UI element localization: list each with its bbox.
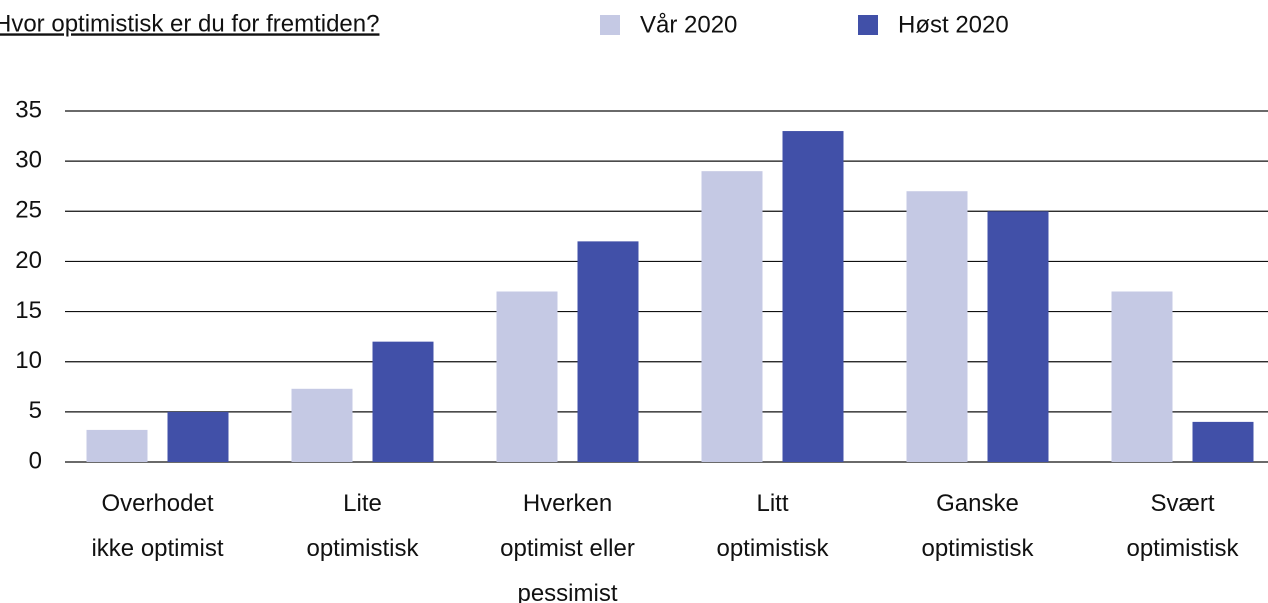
x-tick-label-line: Hverken (523, 490, 612, 517)
x-tick-label-line: Lite (343, 490, 382, 517)
x-tick-label: Overhodet ikke optimist (91, 490, 223, 562)
y-tick-label: 20 (15, 247, 42, 274)
x-tick-label-line: optimistisk (1126, 535, 1239, 562)
y-tick-label: 5 (29, 397, 42, 424)
legend-swatch (858, 15, 878, 35)
y-tick-label: 0 (29, 447, 42, 474)
legend-swatch (600, 15, 620, 35)
x-tick-label-line: Litt (756, 490, 788, 517)
bar (291, 388, 353, 462)
chart-title: Hvor optimistisk er du for fremtiden? (0, 10, 379, 37)
x-tick-label: Hverken optimist eller pessimist (500, 490, 635, 603)
legend-label: Vår 2020 (640, 11, 737, 38)
x-tick-label-line: optimistisk (921, 535, 1034, 562)
y-tick-label: 30 (15, 146, 42, 173)
y-tick-label: 15 (15, 297, 42, 324)
y-tick-label: 10 (15, 347, 42, 374)
x-tick-label-line: optimistisk (306, 535, 419, 562)
bar (86, 429, 148, 462)
bar (496, 291, 558, 462)
bar (577, 241, 639, 462)
x-tick-label-line: optimist eller (500, 535, 635, 562)
x-tick-label-line: Overhodet (101, 490, 213, 517)
x-tick-label-line: optimistisk (716, 535, 829, 562)
x-tick-label-line: pessimist (517, 580, 617, 603)
y-tick-label: 25 (15, 197, 42, 224)
x-tick-label: Ganske optimistisk (921, 490, 1034, 562)
x-tick-label-line: Ganske (936, 490, 1019, 517)
bar (1111, 291, 1173, 462)
y-tick-label: 35 (15, 96, 42, 123)
bar (906, 191, 968, 462)
bar (987, 211, 1049, 462)
x-tick-label-line: ikke optimist (91, 535, 223, 562)
x-tick-label: Litt optimistisk (716, 490, 829, 562)
x-tick-label-line: Svært (1150, 490, 1214, 517)
x-tick-label: Svært optimistisk (1126, 490, 1239, 562)
bar (372, 341, 434, 462)
bar (167, 411, 229, 462)
x-tick-label: Lite optimistisk (306, 490, 419, 562)
legend-label: Høst 2020 (898, 11, 1009, 38)
bar (1192, 421, 1254, 462)
bar (701, 171, 763, 462)
bar (782, 131, 844, 463)
